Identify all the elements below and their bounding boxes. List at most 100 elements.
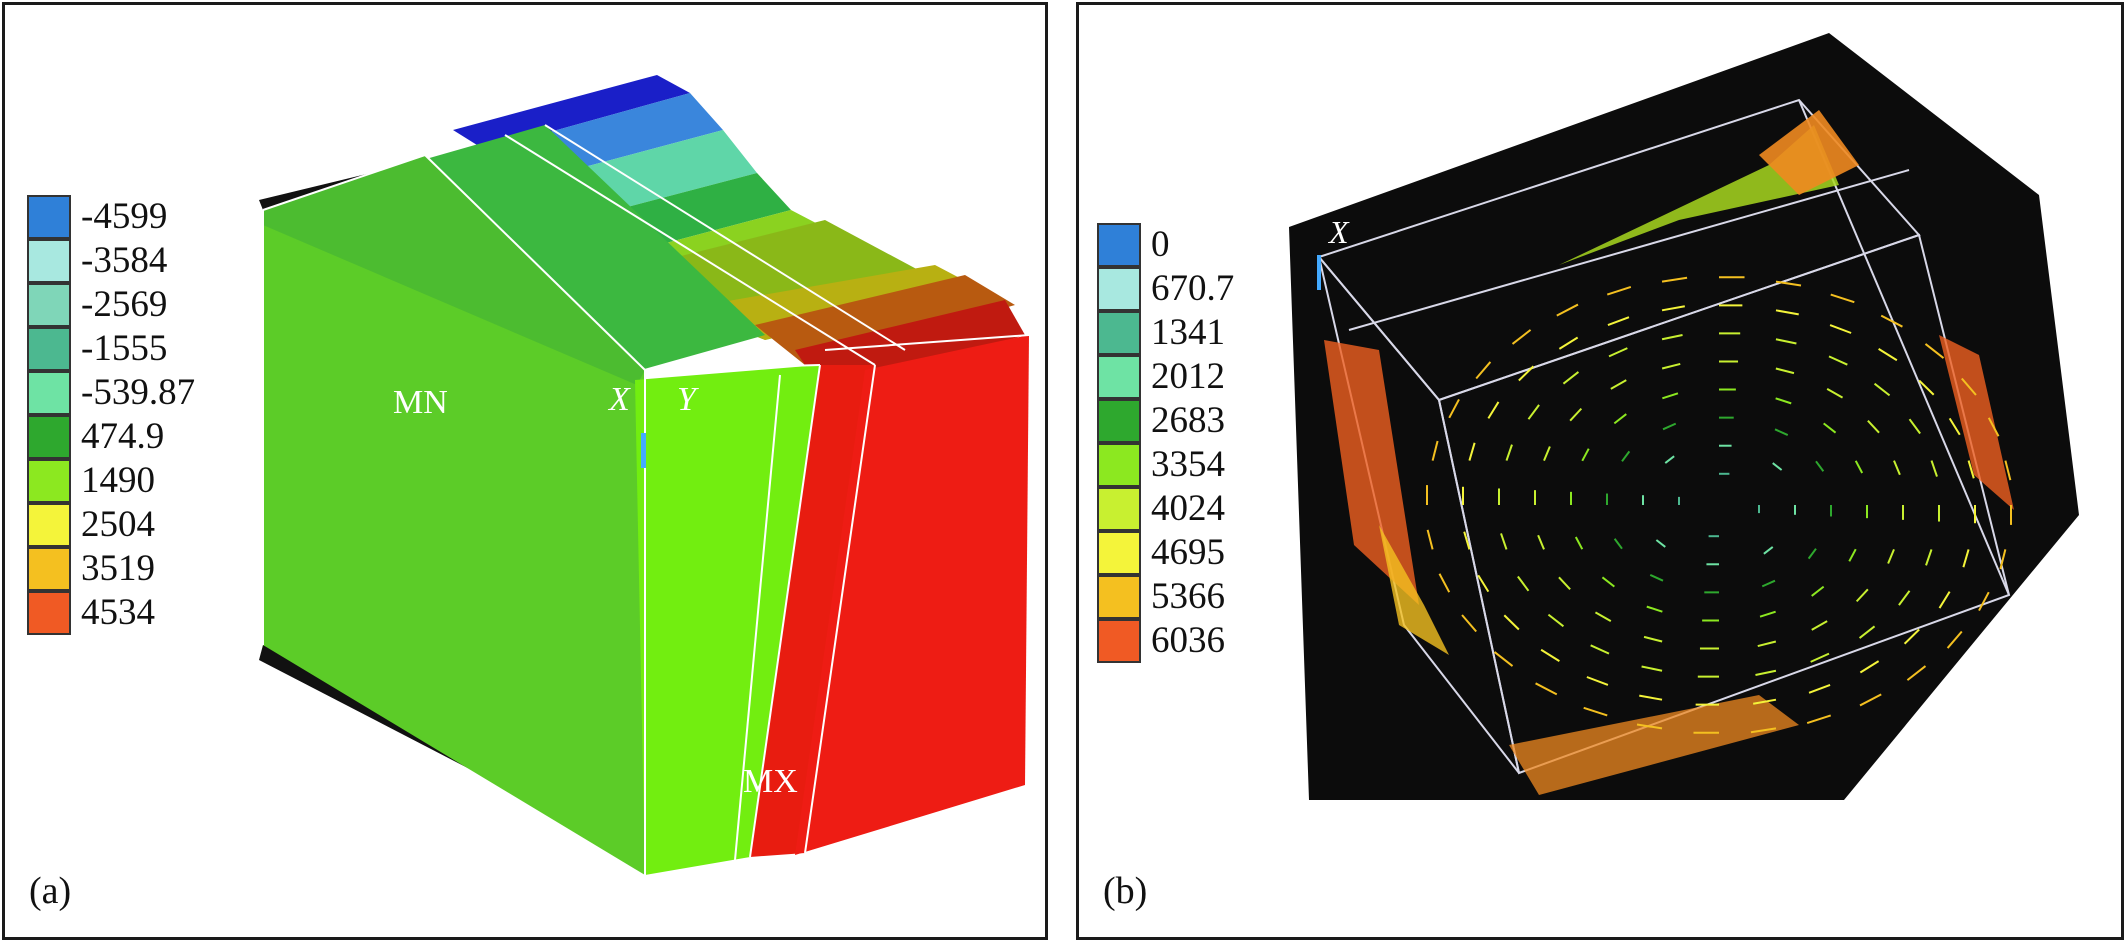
vector-arrow	[1854, 460, 1864, 474]
vector-arrow	[1807, 548, 1817, 560]
panel-b-legend-label: 4695	[1151, 532, 1225, 573]
vector-arrow	[1646, 605, 1663, 613]
vector-arrow	[1558, 576, 1571, 591]
vector-arrow	[1664, 455, 1675, 464]
vector-arrow	[1962, 549, 1970, 568]
panel-a-legend-label: 4534	[81, 592, 155, 633]
vector-arrow	[1757, 640, 1777, 648]
model-silhouette	[1289, 33, 2079, 800]
vector-arrow	[1815, 460, 1825, 472]
panel-label-a: (a)	[29, 870, 72, 912]
velocity-vector-model: X	[1289, 33, 2079, 800]
panel-b-legend-label: 2683	[1151, 400, 1225, 441]
vector-arrow	[1607, 316, 1630, 327]
vector-cluster-right	[1939, 335, 2014, 510]
vector-arrow	[1755, 669, 1777, 677]
vector-arrow	[1828, 355, 1848, 366]
panel-b-legend-row: 0	[1097, 223, 1397, 267]
vector-arrow	[1613, 538, 1623, 550]
label-mn: MN	[393, 384, 448, 421]
right-face	[795, 335, 1029, 855]
vector-arrow	[1511, 329, 1532, 345]
vector-arrow	[1477, 574, 1490, 593]
panel-b: X 0 670.7 1341 2012 2683 3354 4024 4695 5366 6036…	[1076, 2, 2124, 940]
vector-arrow	[1918, 379, 1935, 396]
panel-a-legend-row: -1555	[27, 327, 327, 371]
vector-arrow	[1608, 347, 1628, 358]
panel-a-legend-swatch	[27, 283, 71, 327]
vector-arrow	[1505, 444, 1513, 461]
vector-arrow	[1948, 417, 1961, 436]
vector-arrow	[1987, 417, 2000, 437]
vector-arrow	[1829, 324, 1852, 334]
vector-arrow	[1878, 348, 1898, 362]
vortex-arrows	[1426, 276, 2012, 734]
vector-arrow	[1558, 336, 1579, 350]
vector-arrow	[1924, 343, 1945, 359]
panel-b-legend-label: 5366	[1151, 576, 1225, 617]
panel-b-legend-swatch	[1097, 267, 1141, 311]
panel-a-legend-swatch	[27, 415, 71, 459]
vector-arrow	[1775, 397, 1792, 405]
vector-arrow	[1601, 576, 1615, 588]
panel-b-legend-label: 2012	[1151, 356, 1225, 397]
vector-arrow	[1938, 591, 1951, 609]
vector-arrow	[1613, 413, 1627, 425]
vector-arrow	[1537, 534, 1545, 550]
vector-arrow	[1858, 625, 1876, 639]
vector-arrow	[1808, 683, 1831, 694]
vector-arrow	[1761, 579, 1776, 588]
vector-arrow	[1641, 665, 1663, 672]
vector-arrow	[1811, 620, 1828, 631]
vector-arrow	[1880, 314, 1903, 328]
panel-b-legend-swatch	[1097, 311, 1141, 355]
vector-arrow	[1930, 460, 1938, 477]
vector-arrow	[1810, 652, 1830, 663]
vector-arrow	[1475, 361, 1492, 380]
vector-arrow	[1438, 573, 1451, 593]
vector-arrow	[1590, 644, 1610, 655]
vector-arrow	[1826, 388, 1844, 399]
panel-a-legend-swatch	[27, 327, 71, 371]
panel-a-legend-swatch	[27, 371, 71, 415]
vector-arrow	[1661, 333, 1683, 341]
vector-arrow	[1636, 723, 1663, 730]
panel-b-legend-swatch	[1097, 443, 1141, 487]
vector-arrow	[1774, 428, 1789, 436]
vector-arrow	[1448, 398, 1460, 419]
panel-a-legend-label: -3584	[81, 240, 168, 281]
vector-arrow	[1887, 548, 1895, 564]
panel-a-legend-row: -4599	[27, 195, 327, 239]
vector-arrow	[1463, 531, 1471, 550]
vector-arrow	[1750, 727, 1777, 734]
panel-b-legend-swatch	[1097, 619, 1141, 663]
vector-arrow	[1873, 382, 1891, 397]
vector-arrow	[1903, 628, 1920, 645]
top-band-1	[453, 75, 690, 150]
vector-cluster-top-hot	[1759, 110, 1859, 195]
panel-b-legend-swatch	[1097, 531, 1141, 575]
panel-a: MN X Y MX -4599 -3584 -2569 -1555 -539.87 474…	[2, 2, 1048, 940]
label-x-b: X	[1327, 214, 1350, 250]
panel-b-legend-row: 4695	[1097, 531, 1397, 575]
vector-arrow	[1753, 698, 1777, 705]
vector-arrow	[1662, 422, 1677, 431]
vector-arrow	[1855, 588, 1869, 603]
vector-arrow	[1461, 614, 1477, 633]
vector-arrow	[1540, 648, 1560, 662]
panel-a-legend-swatch	[27, 591, 71, 635]
vector-arrow	[1426, 529, 1434, 550]
label-mx: MX	[743, 763, 798, 800]
vector-arrow	[1581, 448, 1590, 462]
panel-b-legend-label: 6036	[1151, 620, 1225, 661]
panel-a-legend-row: 2504	[27, 503, 327, 547]
vector-arrow	[1493, 651, 1514, 667]
panel-label-b: (b)	[1103, 870, 1148, 912]
panel-b-legend-swatch	[1097, 575, 1141, 619]
panel-a-legend-label: 3519	[81, 548, 155, 589]
vector-arrow	[1649, 574, 1664, 582]
vector-arrow	[1859, 660, 1880, 674]
panel-a-legend-label: -1555	[81, 328, 168, 369]
light-green-strip	[635, 365, 820, 875]
panel-a-legend-swatch	[27, 239, 71, 283]
